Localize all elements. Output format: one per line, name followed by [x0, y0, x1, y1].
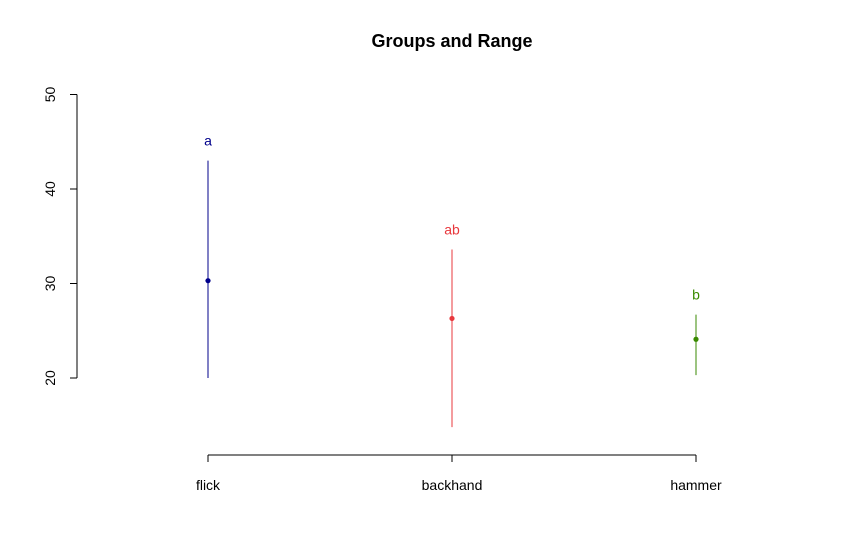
y-tick-label: 20: [42, 370, 58, 386]
y-tick-label: 30: [42, 276, 58, 292]
x-tick-label: flick: [196, 477, 221, 493]
group-letter-label: b: [692, 287, 700, 303]
y-tick-label: 40: [42, 181, 58, 197]
mean-point: [205, 278, 211, 284]
group-letter-label: a: [204, 133, 212, 149]
x-tick-label: hammer: [670, 477, 722, 493]
mean-point: [693, 336, 699, 342]
chart-title: Groups and Range: [371, 31, 532, 51]
range-marks: a ab b: [204, 133, 700, 428]
x-axis: flick backhand hammer: [196, 454, 722, 493]
mean-point: [449, 315, 455, 322]
y-tick-label: 50: [42, 87, 58, 103]
x-tick-label: backhand: [422, 477, 483, 493]
y-axis: 20 30 40 50: [42, 87, 78, 386]
group-letter-label: ab: [444, 221, 460, 237]
